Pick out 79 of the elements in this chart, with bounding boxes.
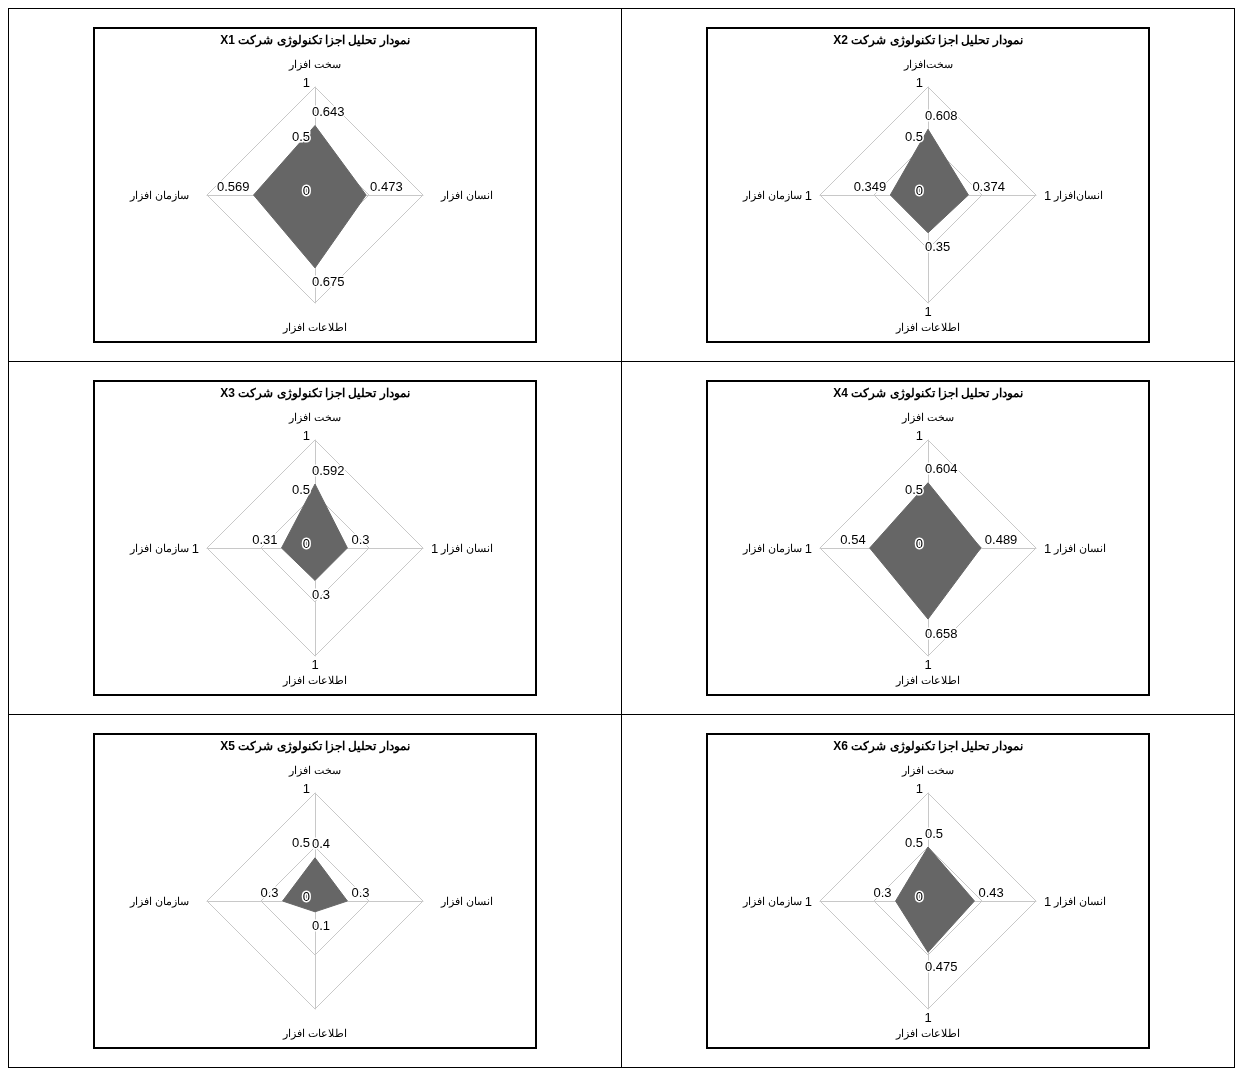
y-tick-label: 0	[302, 888, 310, 904]
y-tick-label: 1	[302, 780, 310, 796]
chart-title: نمودار تحلیل اجزا تکنولوژی شرکت X2	[832, 33, 1024, 47]
spoke-label: سازمان افزار	[741, 189, 802, 202]
data-label: 0.43	[978, 884, 1004, 900]
spoke-label: اطلاعات افزار	[281, 1026, 348, 1040]
spoke-label: اطلاعات افزار	[894, 673, 961, 687]
spoke-label: سازمان افزار	[128, 542, 189, 555]
data-label: 0.608	[925, 107, 958, 123]
data-label: 0.374	[972, 178, 1005, 194]
spoke-label: انسان افزار	[1053, 542, 1107, 555]
y-tick-label: 1	[915, 780, 923, 796]
y-tick-label: 0	[302, 535, 310, 551]
y-tick-label: 0.5	[291, 481, 310, 497]
spoke-label: اطلاعات افزار	[281, 673, 348, 687]
chart-title: نمودار تحلیل اجزا تکنولوژی شرکت X1	[219, 33, 411, 47]
y-tick-label: 1	[302, 74, 310, 90]
data-label: 0.4	[312, 836, 331, 852]
text: 1	[1044, 540, 1052, 556]
data-label: 0.3	[873, 884, 892, 900]
data-label: 0.35	[925, 239, 951, 255]
y-tick-label: 0	[915, 888, 923, 904]
data-label: 0.5	[925, 825, 944, 841]
chart-title: نمودار تحلیل اجزا تکنولوژی شرکت X3	[219, 386, 411, 400]
spoke-label: اطلاعات افزار	[894, 320, 961, 334]
spoke-label: سخت افزار	[287, 57, 342, 71]
text: 1	[1044, 187, 1052, 203]
y-tick-label: 0	[915, 535, 923, 551]
data-label: 0.3	[312, 586, 331, 602]
spoke-label: انسان افزار	[440, 189, 494, 202]
spoke-label: سازمان افزار	[741, 542, 802, 555]
text: 1	[431, 540, 439, 556]
data-label: 0.31	[252, 531, 278, 547]
data-label: 0.473	[370, 178, 403, 194]
spoke-label: سازمان افزار	[128, 189, 189, 202]
data-label: 0.569	[217, 178, 250, 194]
data-label: 0.658	[925, 625, 958, 641]
data-label: 0.1	[312, 918, 331, 934]
data-label: 0.3	[351, 884, 370, 900]
text: 1	[804, 187, 812, 203]
text: 1	[804, 893, 812, 909]
spoke-label: انسان‌افزار	[1053, 189, 1103, 202]
data-label: 0.675	[312, 274, 345, 290]
y-tick-label: 1	[915, 427, 923, 443]
y-tick-label: 0.5	[904, 481, 923, 497]
data-label: 0.349	[853, 178, 887, 194]
data-label: 0.3	[351, 531, 370, 547]
chart-title: نمودار تحلیل اجزا تکنولوژی شرکت X4	[832, 386, 1024, 400]
y-tick-label: 0	[915, 182, 923, 198]
y-tick-label: 1	[302, 427, 310, 443]
y-tick-label: 0.5	[904, 834, 923, 850]
data-label: 0.643	[312, 104, 345, 120]
spoke-label: سخت‌افزار	[902, 57, 953, 71]
spoke-label: سخت افزار	[287, 763, 342, 777]
spoke-label: انسان افزار	[440, 895, 494, 908]
data-label: 0.3	[260, 884, 279, 900]
data-label: 0.475	[925, 958, 958, 974]
y-tick-label: 0	[302, 182, 310, 198]
spoke-label: سازمان افزار	[128, 895, 189, 908]
data-label: 0.489	[984, 531, 1018, 547]
spoke-label: سازمان افزار	[741, 895, 802, 908]
spoke-label: اطلاعات افزار	[281, 320, 348, 334]
text: 1	[191, 540, 199, 556]
y-tick-label: 0.5	[291, 834, 310, 850]
spoke-label: سخت افزار	[287, 410, 342, 424]
spoke-label: انسان افزار	[440, 542, 494, 555]
data-label: 0.54	[840, 531, 866, 547]
y-tick-label: 0.5	[904, 128, 923, 144]
text: 1	[1044, 893, 1052, 909]
data-label: 0.604	[925, 461, 958, 477]
spoke-label: انسان افزار	[1053, 895, 1107, 908]
y-tick-label: 1	[915, 74, 923, 90]
chart-title: نمودار تحلیل اجزا تکنولوژی شرکت X5	[219, 739, 411, 753]
text: 1	[804, 540, 812, 556]
data-label: 0.592	[312, 462, 345, 478]
spoke-label: سخت افزار	[900, 410, 955, 424]
spoke-label: اطلاعات افزار	[894, 1026, 961, 1040]
chart-title: نمودار تحلیل اجزا تکنولوژی شرکت X6	[832, 739, 1024, 753]
spoke-label: سخت افزار	[900, 763, 955, 777]
